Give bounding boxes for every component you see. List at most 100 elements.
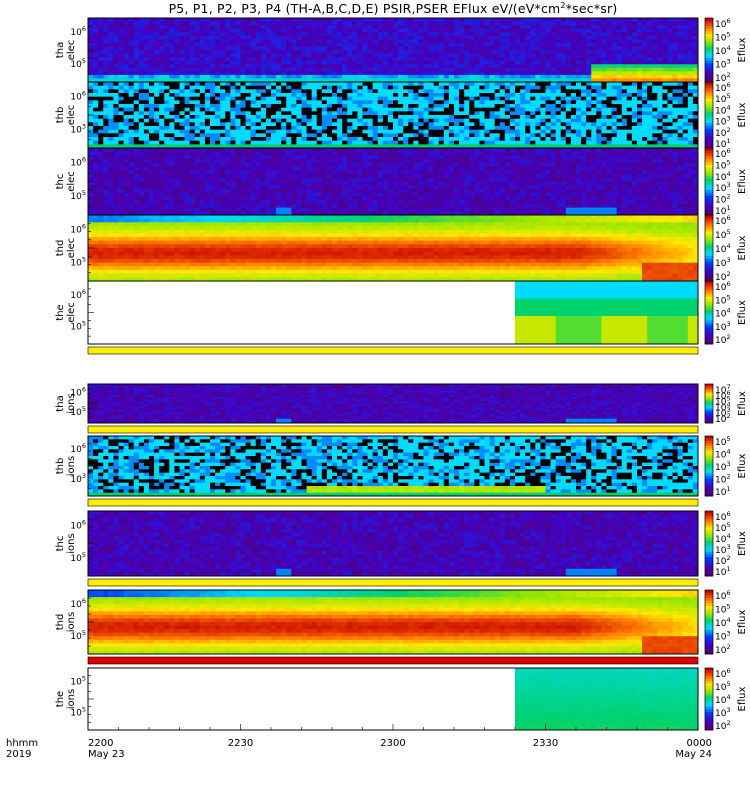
spectrogram-cell	[509, 50, 516, 54]
spectrogram-cell	[108, 207, 114, 212]
spectrogram-cell	[515, 137, 521, 142]
spectrogram-cell	[138, 133, 145, 138]
spectrogram-cell	[245, 18, 252, 22]
spectrogram-cell	[591, 46, 597, 51]
spectrogram-cell	[454, 60, 460, 65]
spectrogram-cell	[118, 181, 124, 186]
spectrogram-cell	[631, 53, 638, 58]
spectrogram-cell	[260, 104, 267, 109]
spectrogram-cell	[88, 174, 94, 179]
spectrogram-cell	[306, 93, 313, 98]
spectrogram-cell	[179, 211, 185, 216]
spectrogram-cell	[581, 25, 587, 30]
spectrogram-cell	[88, 159, 94, 164]
spectrogram-cell	[403, 129, 409, 134]
spectrogram-cell	[637, 104, 643, 109]
spectrogram-cell	[154, 67, 160, 72]
spectrogram-cell	[128, 74, 135, 79]
spectrogram-cell	[225, 170, 231, 175]
spectrogram-cell	[382, 57, 389, 62]
spectrogram-cell	[464, 111, 470, 116]
spectrogram-cell	[347, 82, 353, 87]
spectrogram-cell	[225, 39, 231, 44]
spectrogram-cell	[189, 57, 196, 62]
spectrogram-cell	[159, 39, 165, 44]
spectrogram-cell	[433, 118, 440, 123]
spectrogram-cell	[143, 71, 150, 76]
spectrogram-cell	[576, 18, 582, 22]
spectrogram-cell	[576, 53, 582, 58]
spectrogram-cell	[428, 144, 435, 149]
spectrogram-cell	[220, 82, 226, 87]
spectrogram-cell	[291, 78, 297, 83]
spectrogram-cell	[337, 137, 343, 142]
spectrogram-cell	[260, 129, 267, 134]
spectrogram-cell	[596, 137, 602, 142]
spectrogram-cell	[230, 100, 236, 105]
spectrogram-cell	[667, 82, 673, 87]
spectrogram-cell	[611, 144, 618, 149]
spectrogram-cell	[332, 50, 338, 54]
spectrogram-cell	[240, 140, 246, 145]
spectrogram-cell	[301, 118, 307, 123]
spectrogram-cell	[210, 166, 216, 171]
spectrogram-cell	[525, 35, 531, 40]
spectrogram-cell	[149, 122, 155, 127]
spectrogram-cell	[535, 144, 541, 149]
spectrogram-cell	[637, 35, 643, 40]
spectrogram-cell	[372, 85, 379, 90]
spectrogram-cell	[662, 64, 668, 69]
spectrogram-cell	[342, 104, 348, 109]
spectrogram-cell	[596, 60, 602, 65]
spectrogram-cell	[525, 137, 531, 142]
spectrogram-cell	[530, 64, 536, 69]
spectrogram-cell	[326, 53, 333, 58]
spectrogram-cell	[311, 71, 318, 76]
spectrogram-cell	[113, 111, 119, 116]
spectrogram-cell	[621, 122, 628, 127]
spectrogram-cell	[174, 115, 180, 120]
spectrogram-cell	[199, 78, 206, 83]
spectrogram-cell	[687, 85, 694, 90]
spectrogram-cell	[281, 42, 287, 47]
spectrogram-cell	[240, 60, 246, 65]
spectrogram-cell	[479, 60, 485, 65]
spectrogram-cell	[596, 140, 602, 145]
spectrogram-cell	[296, 137, 302, 142]
spectrogram-cell	[230, 57, 236, 62]
spectrogram-cell	[382, 18, 389, 22]
spectrogram-cell	[626, 46, 633, 51]
spectrogram-cell	[306, 71, 313, 76]
spectrogram-cell	[560, 118, 567, 123]
spectrogram-cell	[301, 96, 307, 101]
spectrogram-cell	[306, 57, 313, 62]
spectrogram-cell	[347, 35, 353, 40]
spectrogram-cell	[215, 67, 221, 72]
spectrogram-cell	[271, 50, 277, 54]
spectrogram-cell	[169, 104, 175, 109]
colorbar-swatch	[705, 137, 713, 141]
spectrogram-cell	[484, 25, 490, 30]
spectrogram-cell	[667, 18, 673, 22]
spectrogram-cell	[154, 162, 160, 168]
spectrogram-cell	[398, 137, 404, 142]
spectrogram-cell	[560, 78, 567, 83]
spectrogram-cell	[387, 64, 394, 69]
spectrogram-cell	[250, 93, 257, 98]
spectrogram-cell	[204, 50, 211, 54]
spectrogram-cell	[194, 188, 201, 194]
spectrogram-cell	[174, 28, 180, 33]
spectrogram-cell	[515, 57, 521, 62]
spectrogram-cell	[301, 104, 307, 109]
spectrogram-cell	[210, 57, 216, 62]
spectrogram-cell	[118, 85, 124, 90]
spectrogram-cell	[418, 25, 424, 30]
spectrogram-cell	[194, 159, 201, 164]
spectrogram-cell	[509, 60, 516, 65]
spectrogram-cell	[174, 151, 180, 156]
spectrogram-cell	[637, 28, 643, 33]
spectrogram-cell	[154, 93, 160, 98]
spectrogram-cell	[408, 137, 414, 142]
spectrogram-cell	[108, 74, 114, 79]
spectrogram-cell	[113, 89, 119, 94]
